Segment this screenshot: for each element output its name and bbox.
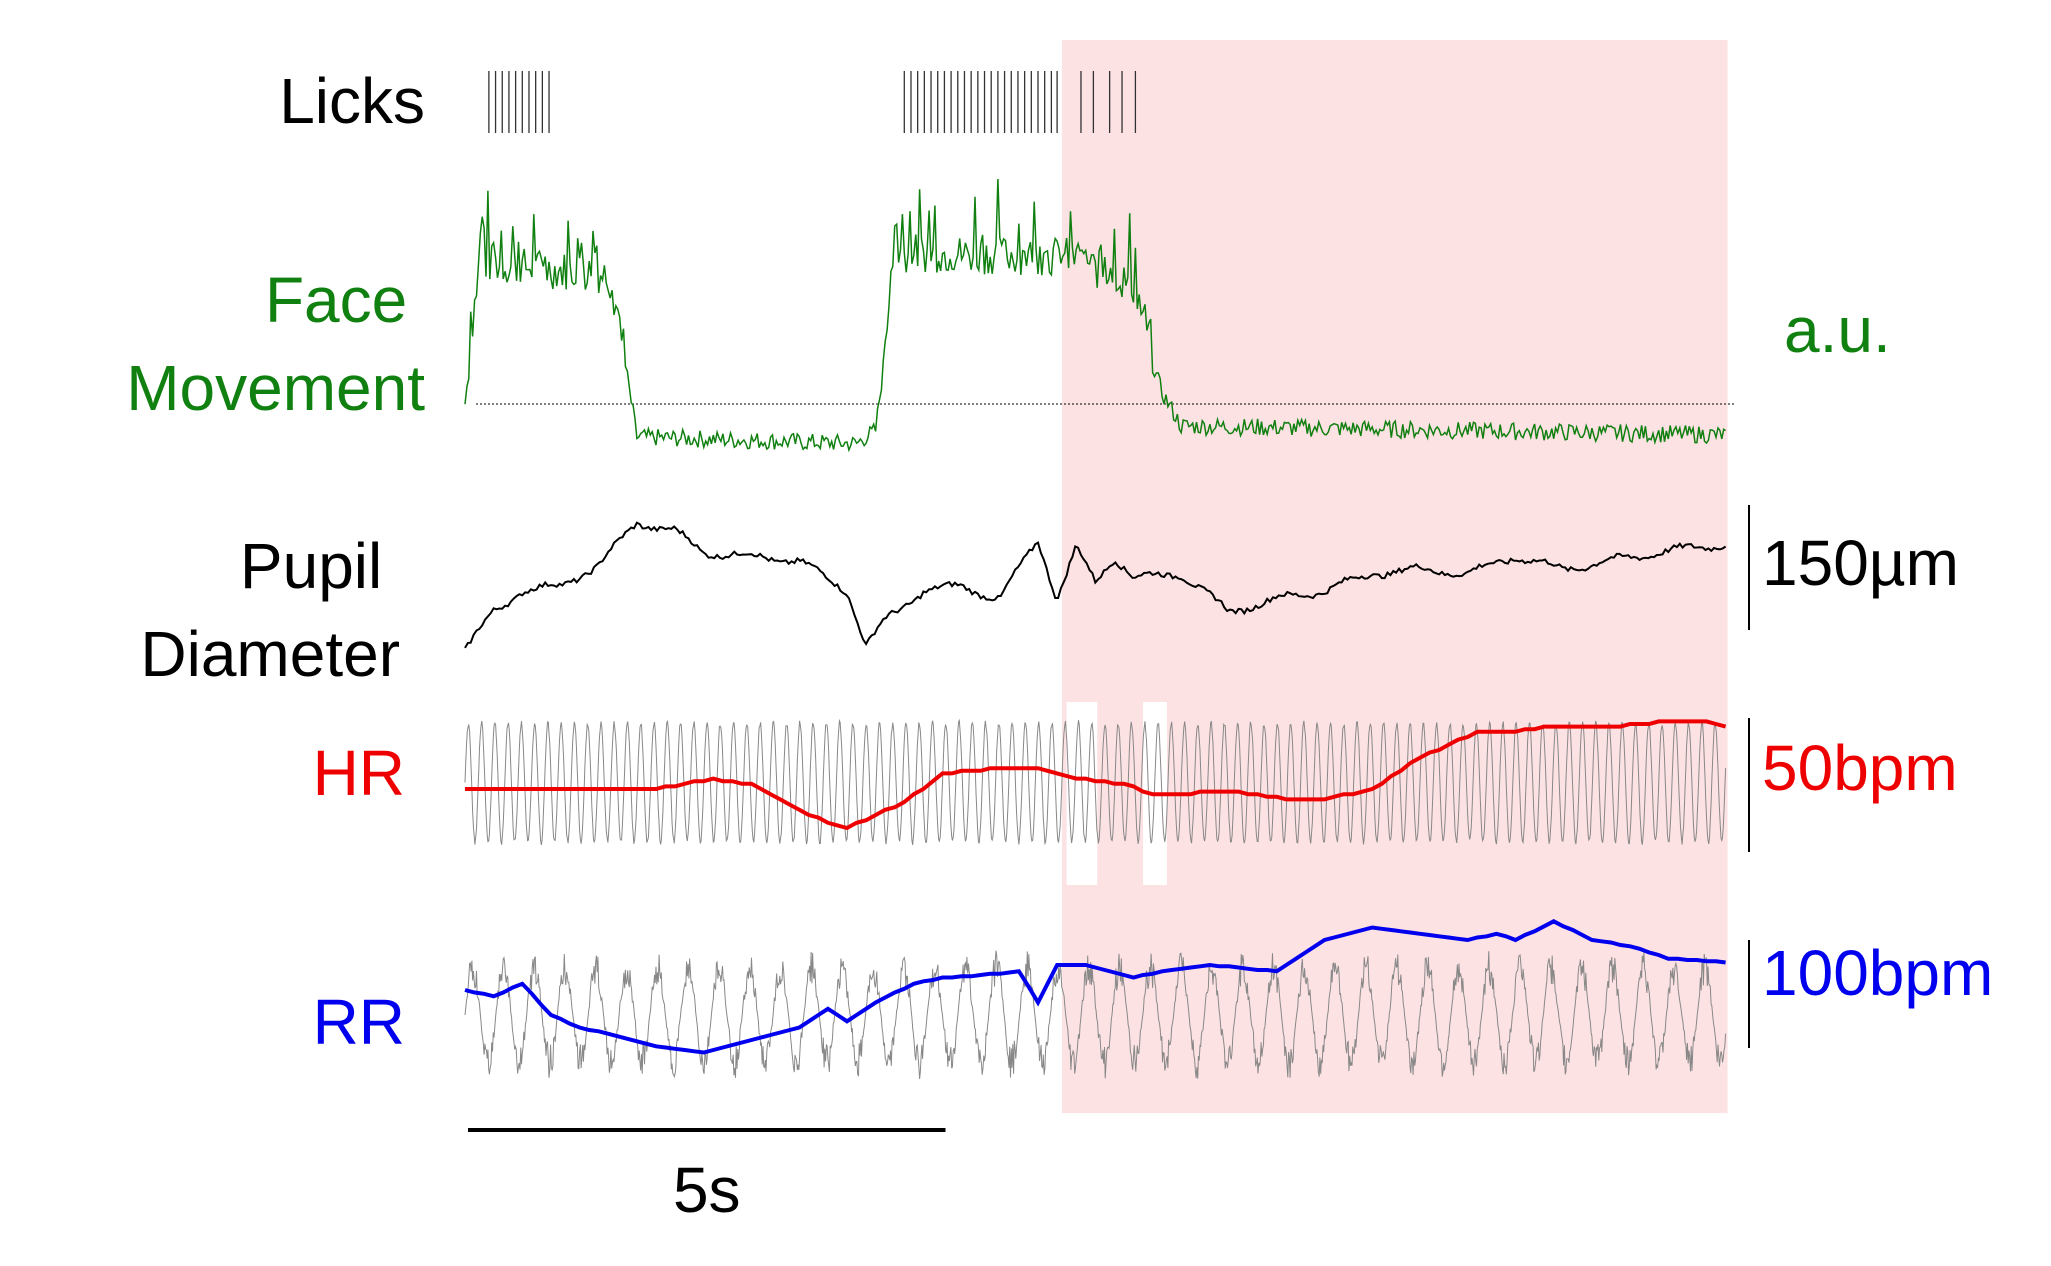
pupil-label-line-1: Pupil: [240, 530, 382, 602]
face-scale-label: a.u.: [1784, 294, 1891, 366]
pupil-label-line-2: Diameter: [140, 618, 400, 690]
hr-label: HR: [313, 737, 405, 809]
highlight-window: [1061, 40, 1728, 1113]
face-label-line-2: Movement: [126, 352, 425, 424]
pupil-label: Pupil Diameter: [140, 530, 400, 690]
pupil-diameter-line: [464, 521, 1727, 649]
rr-label: RR: [313, 986, 405, 1058]
hr-line: [465, 719, 1727, 831]
face-label-line-1: Face: [265, 264, 407, 336]
face-label: Face Movement: [126, 264, 425, 424]
licks-label: Licks: [279, 65, 425, 137]
face-movement-line: [464, 178, 1727, 453]
rr-line: [464, 919, 1726, 1055]
time-scale-label: 5s: [673, 1154, 741, 1226]
hr-raw-trace: [464, 718, 1727, 846]
hr-scale-label: 50bpm: [1762, 732, 1958, 804]
lick-marks: [488, 71, 1137, 133]
rr-raw-trace: [464, 950, 1727, 1079]
pupil-scale-label: 150µm: [1762, 527, 1959, 599]
rr-scale-label: 100bpm: [1762, 937, 1993, 1009]
